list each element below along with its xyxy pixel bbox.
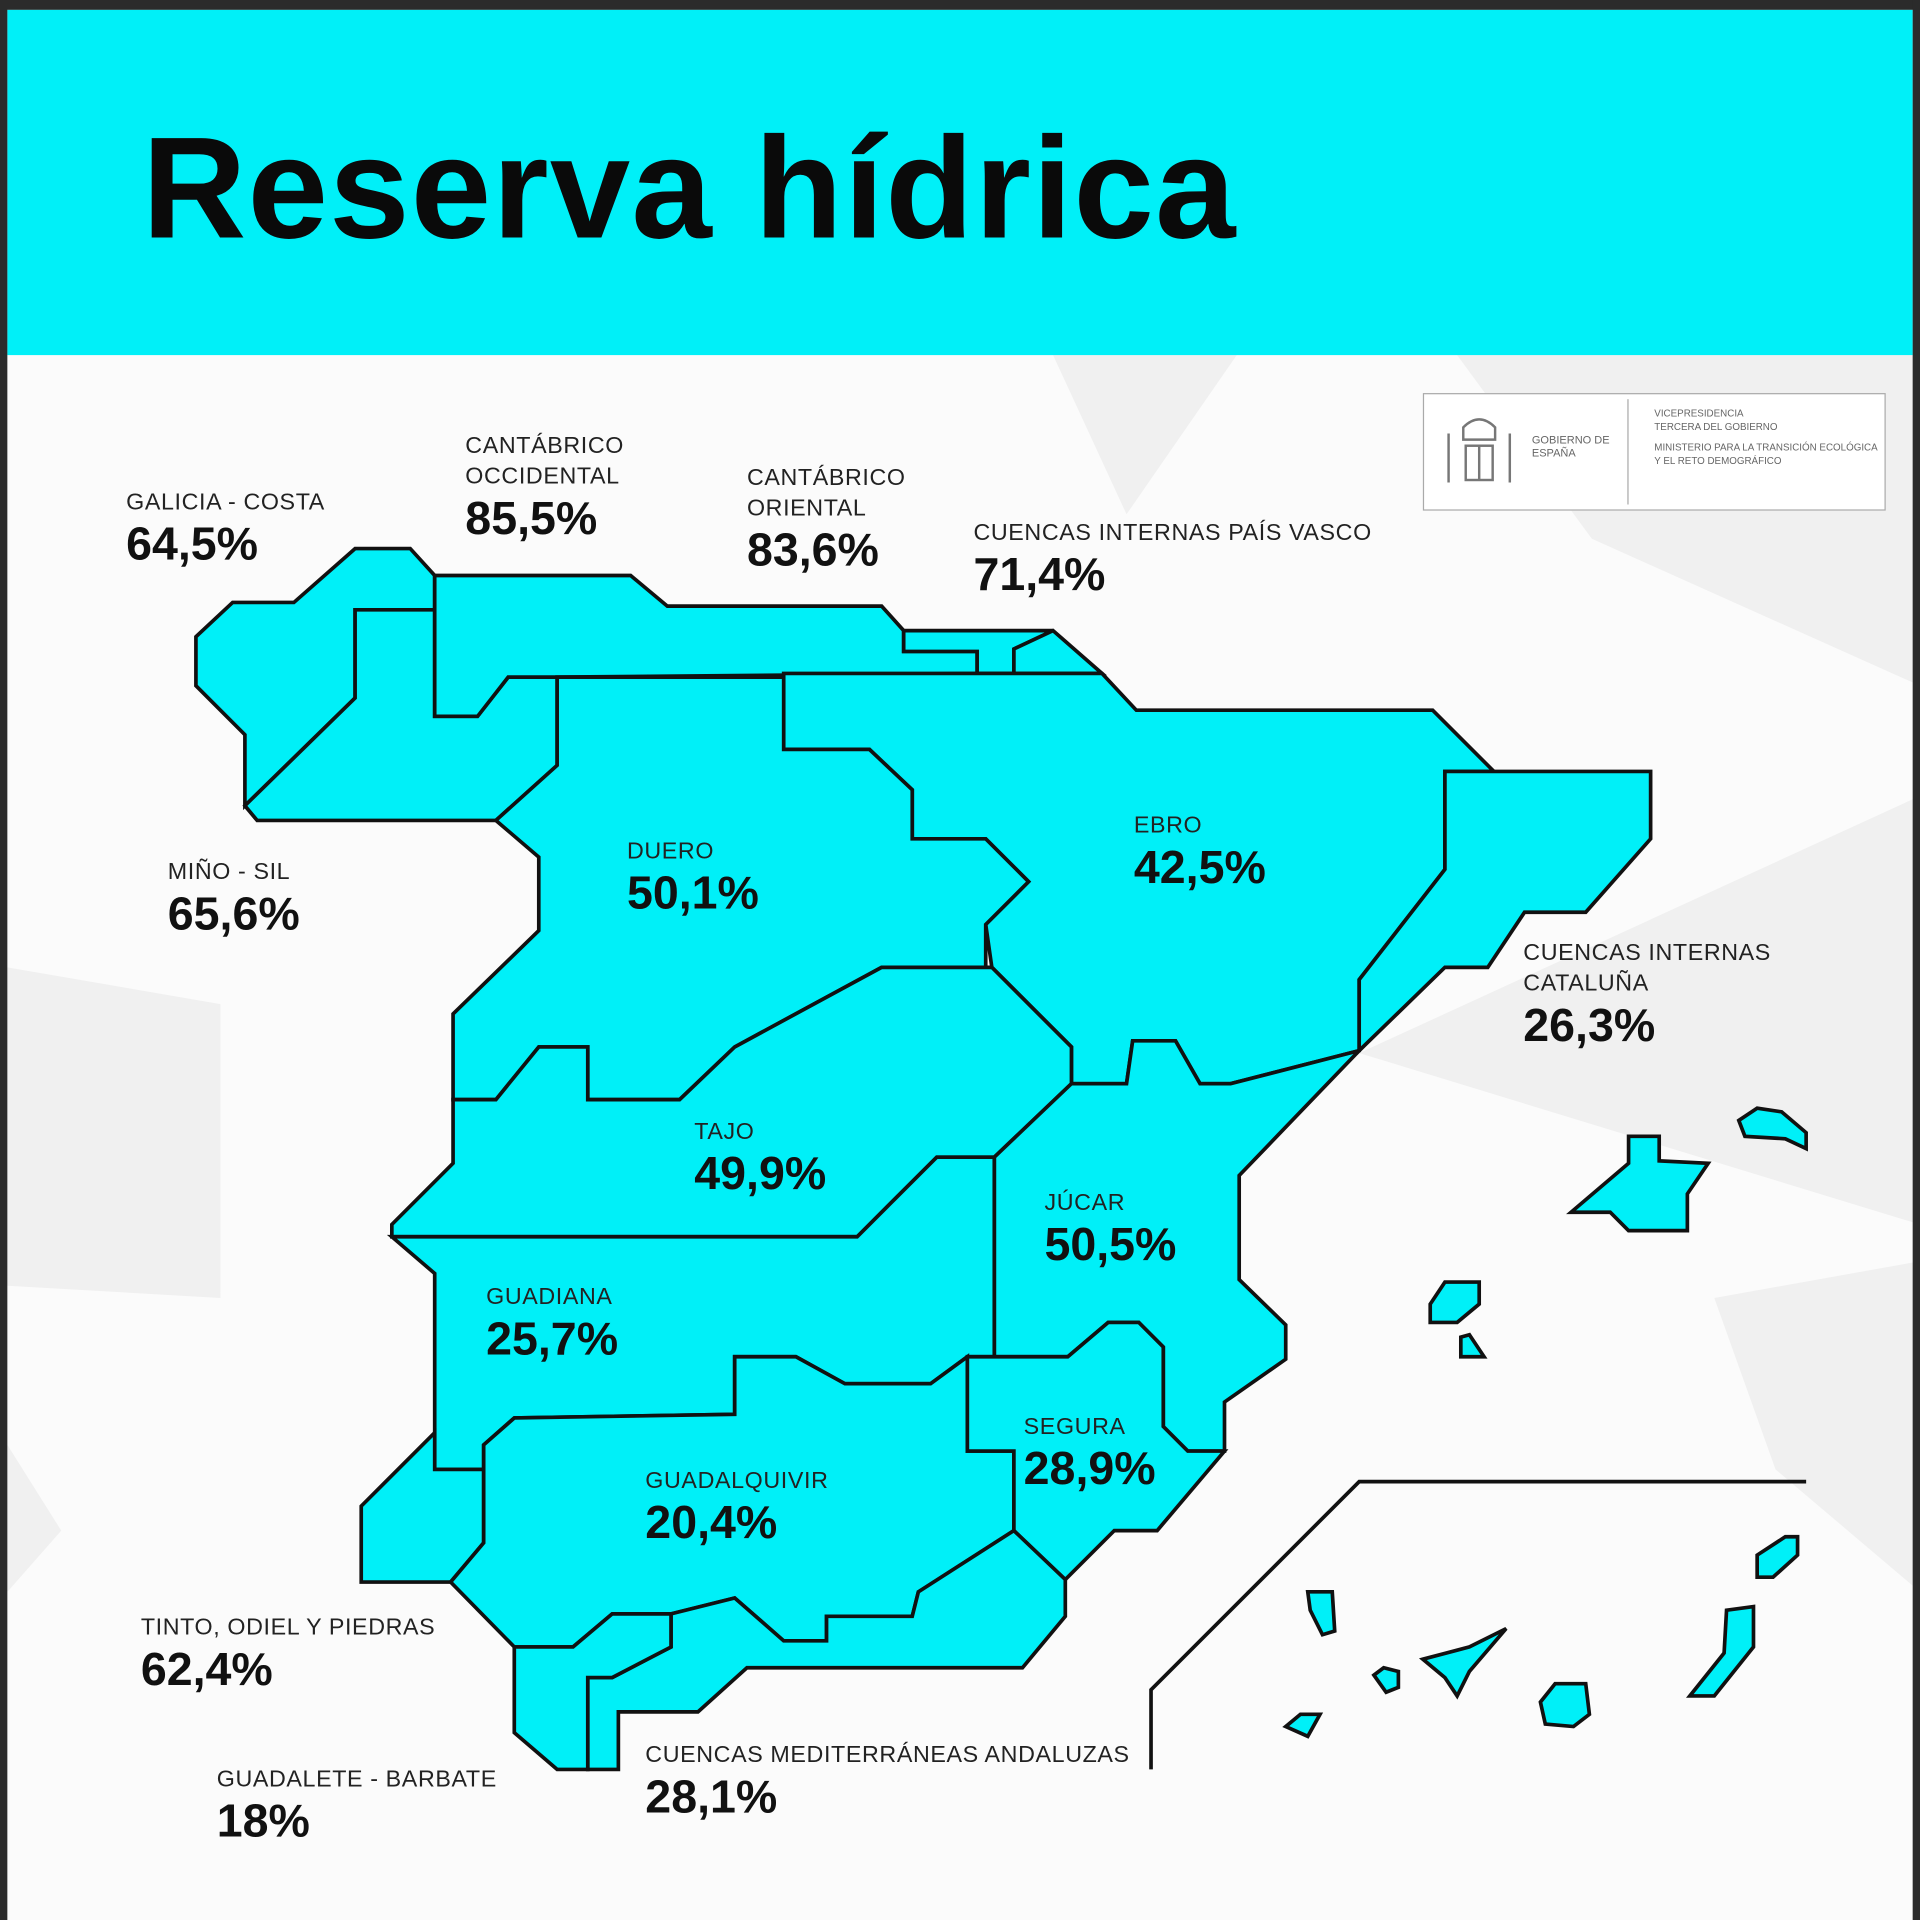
label-galicia-costa: GALICIA - COSTA 64,5% <box>126 489 325 571</box>
government-logo: GOBIERNO DE ESPAÑA VICEPRESIDENCIA TERCE… <box>1422 393 1886 511</box>
island-fuerteventura <box>1685 1604 1756 1698</box>
region-cataluna <box>1357 769 1653 1055</box>
label-tinto-odiel-piedras: TINTO, ODIEL Y PIEDRAS 62,4% <box>140 1615 436 1696</box>
logo-ministerio: MINISTERIO PARA LA TRANSICIÓN ECOLÓGICA … <box>1654 442 1878 467</box>
island-lanzarote <box>1755 1534 1800 1579</box>
region-tajo <box>390 965 1074 1239</box>
logo-gobierno: GOBIERNO DE ESPAÑA <box>1531 433 1610 460</box>
island-el-hierro <box>1282 1712 1324 1739</box>
logo-vicepresidencia: VICEPRESIDENCIA TERCERA DEL GOBIERNO <box>1654 407 1778 433</box>
coat-of-arms-icon <box>1447 418 1512 483</box>
label-mino-sil: MIÑO - SIL 65,6% <box>167 859 300 941</box>
island-la-palma <box>1305 1590 1337 1637</box>
island-menorca <box>1736 1106 1808 1152</box>
island-ibiza <box>1428 1280 1482 1325</box>
label-cataluna: CUENCAS INTERNAS CATALUÑA 26,3% <box>1523 940 1771 1052</box>
island-gran-canaria <box>1538 1681 1592 1729</box>
label-guadalquivir: GUADALQUIVIR 20,4% <box>645 1468 829 1549</box>
label-guadalete-barbate: GUADALETE - BARBATE 18% <box>216 1766 497 1848</box>
left-border <box>0 0 8 1920</box>
island-tenerife <box>1418 1626 1508 1700</box>
page-title: Reserva hídrica <box>142 107 1237 270</box>
label-jucar: JÚCAR 50,5% <box>1044 1190 1177 1272</box>
island-mallorca <box>1566 1134 1712 1233</box>
label-segura: SEGURA 28,9% <box>1023 1414 1156 1496</box>
region-segura <box>965 1320 1229 1583</box>
label-ebro: EBRO 42,5% <box>1133 813 1266 894</box>
label-duero: DUERO 50,1% <box>626 838 759 920</box>
label-guadiana: GUADIANA 25,7% <box>486 1284 619 1366</box>
right-border <box>1912 0 1920 1920</box>
label-mediterraneas-andaluzas: CUENCAS MEDITERRÁNEAS ANDALUZAS 28,1% <box>645 1742 1130 1824</box>
region-guadalete-barbate <box>512 1612 673 1772</box>
label-cantabrico-oriental: CANTÁBRICO ORIENTAL 83,6% <box>746 465 906 577</box>
top-border <box>0 0 1920 10</box>
logo-ministry: VICEPRESIDENCIA TERCERA DEL GOBIERNO MIN… <box>1654 407 1881 468</box>
label-cantabrico-occidental: CANTÁBRICO OCCIDENTAL 85,5% <box>465 433 624 545</box>
canary-islands-frame <box>1149 1479 1807 1770</box>
label-pais-vasco: CUENCAS INTERNAS PAÍS VASCO 71,4% <box>973 520 1372 602</box>
island-formentera <box>1458 1332 1488 1359</box>
header-banner: Reserva hídrica <box>7 9 1913 356</box>
logo-divider <box>1627 399 1629 505</box>
island-gomera <box>1371 1665 1401 1695</box>
label-tajo: TAJO 49,9% <box>694 1119 827 1201</box>
